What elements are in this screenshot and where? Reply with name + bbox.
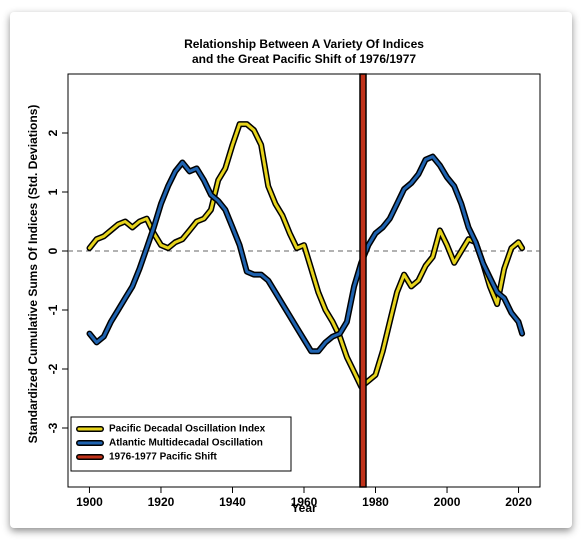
series-line	[88, 122, 524, 389]
y-axis-label: Standardized Cumulative Sums Of Indices …	[26, 105, 40, 444]
x-tick-label: 2020	[505, 495, 532, 509]
x-tick-label: 1920	[148, 495, 175, 509]
chart-title: Relationship Between A Variety Of Indice…	[184, 37, 424, 51]
chart-title: and the Great Pacific Shift of 1976/1977	[192, 52, 416, 66]
shift-line	[359, 73, 367, 488]
x-axis-label: Year	[291, 501, 317, 515]
x-tick-label: 1940	[219, 495, 246, 509]
y-tick-label: 0	[46, 247, 60, 254]
y-tick-label: 1	[46, 188, 60, 195]
legend-box	[70, 416, 292, 472]
y-tick-label: -3	[46, 422, 60, 433]
x-tick-label: 1960	[291, 495, 318, 509]
legend-label: Atlantic Multidecadal Oscillation	[109, 438, 263, 449]
y-tick-label: 2	[46, 129, 60, 136]
x-tick-label: 1980	[362, 495, 389, 509]
y-tick-label: -1	[46, 304, 60, 315]
legend-label: Pacific Decadal Oscillation Index	[109, 424, 266, 435]
y-tick-label: -2	[46, 363, 60, 374]
legend-label: 1976-1977 Pacific Shift	[109, 452, 218, 463]
series-line	[88, 155, 524, 353]
x-tick-label: 1900	[76, 495, 103, 509]
x-tick-label: 2000	[434, 495, 461, 509]
